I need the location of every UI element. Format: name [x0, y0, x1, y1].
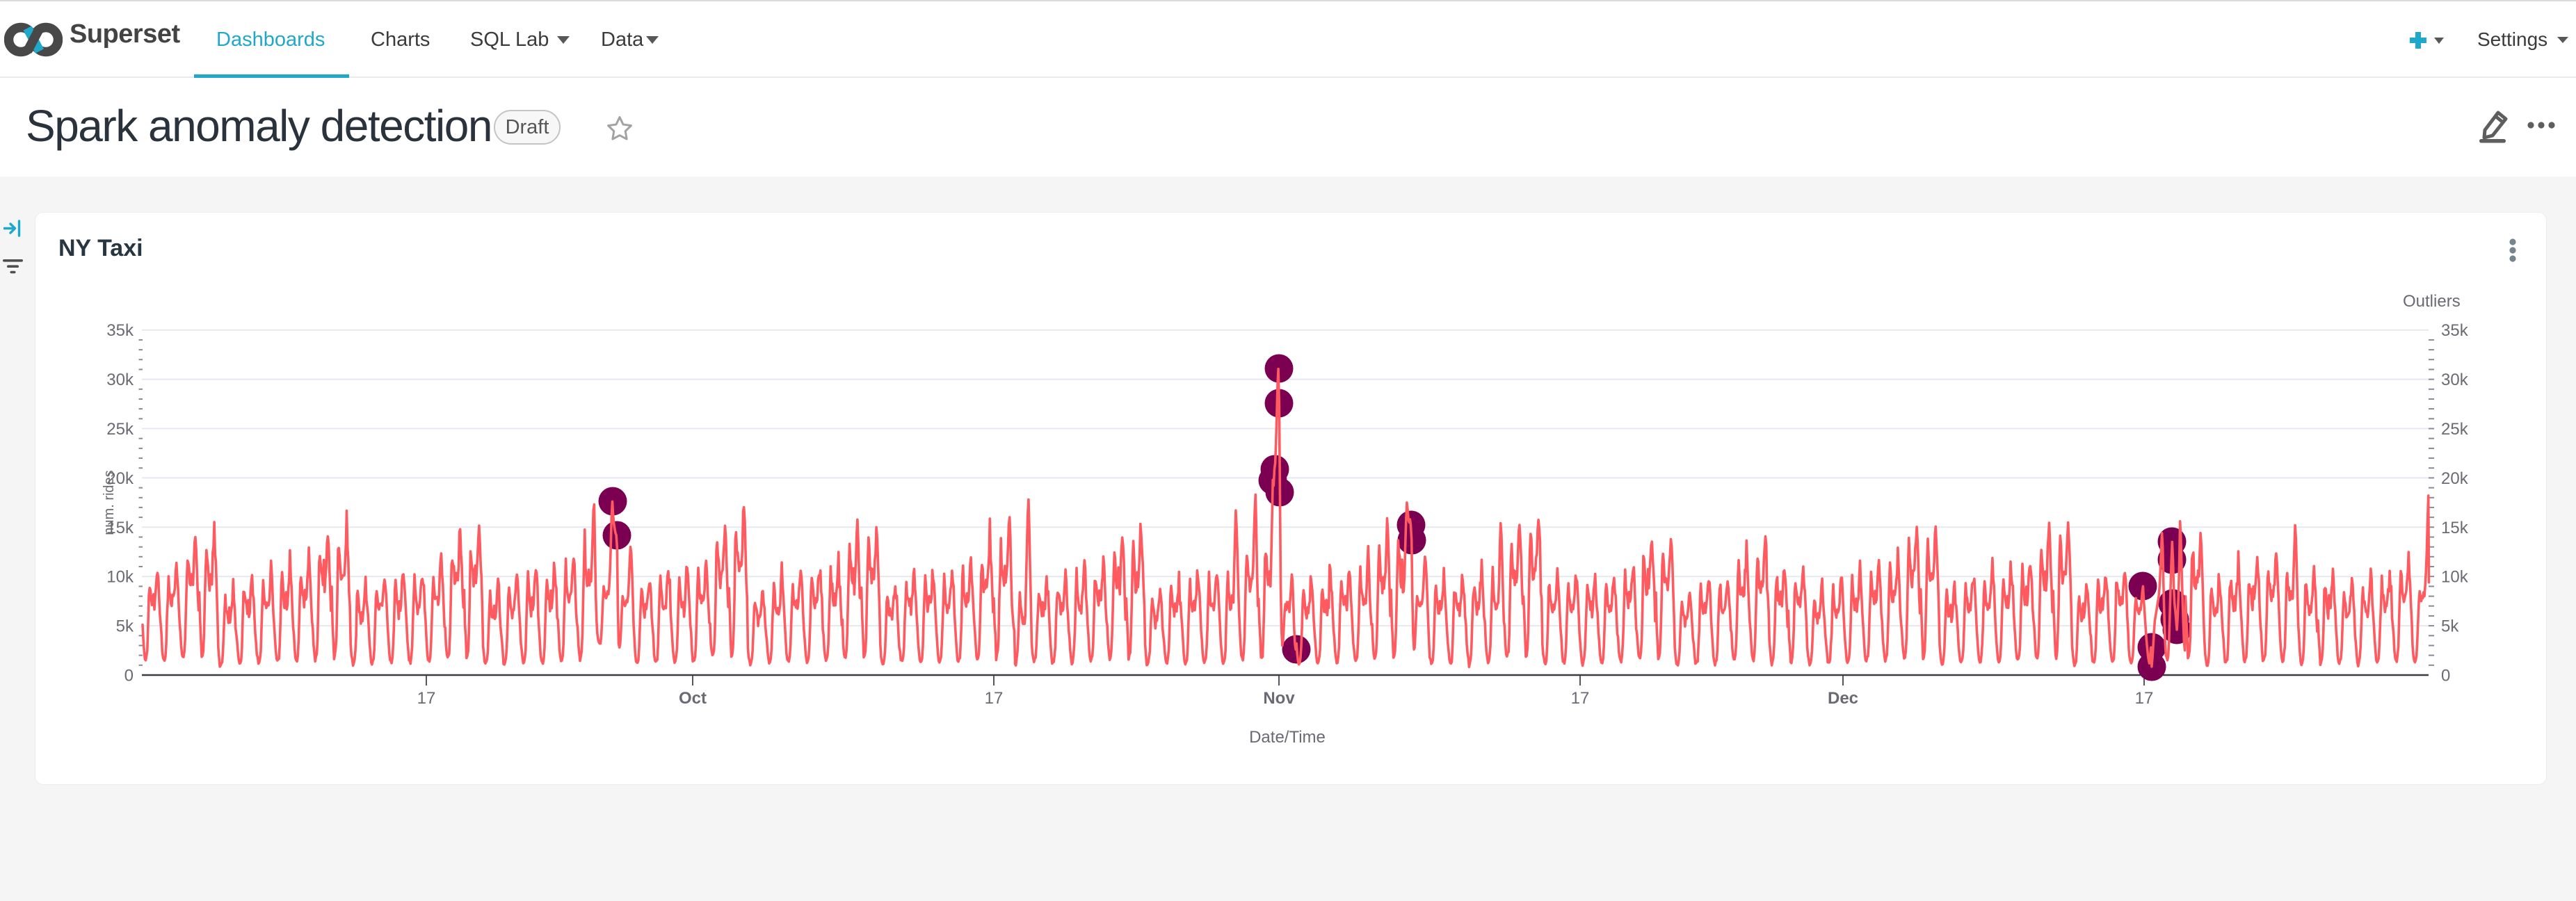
svg-text:15k: 15k: [106, 519, 134, 537]
svg-text:35k: 35k: [106, 321, 134, 340]
svg-text:17: 17: [1571, 689, 1590, 708]
svg-text:17: 17: [417, 689, 436, 708]
svg-text:Oct: Oct: [679, 689, 707, 708]
svg-text:30k: 30k: [106, 371, 134, 389]
svg-text:0: 0: [2441, 667, 2450, 685]
svg-text:num. rides: num. rides: [102, 470, 117, 535]
svg-text:15k: 15k: [2441, 519, 2469, 537]
svg-text:20k: 20k: [2441, 469, 2469, 488]
svg-text:25k: 25k: [106, 420, 134, 439]
svg-text:0: 0: [124, 667, 134, 685]
svg-text:30k: 30k: [2441, 371, 2469, 389]
svg-text:5k: 5k: [116, 617, 134, 636]
svg-text:Nov: Nov: [1263, 689, 1295, 708]
svg-text:5k: 5k: [2441, 617, 2459, 636]
svg-text:10k: 10k: [106, 568, 134, 587]
svg-text:17: 17: [2135, 689, 2154, 708]
svg-text:10k: 10k: [2441, 568, 2469, 587]
svg-text:Date/Time: Date/Time: [1249, 728, 1326, 747]
svg-text:17: 17: [985, 689, 1004, 708]
svg-text:Dec: Dec: [1828, 689, 1858, 708]
svg-text:Outliers: Outliers: [2403, 292, 2461, 311]
svg-text:25k: 25k: [2441, 420, 2469, 439]
svg-text:20k: 20k: [106, 469, 134, 488]
svg-text:35k: 35k: [2441, 321, 2469, 340]
